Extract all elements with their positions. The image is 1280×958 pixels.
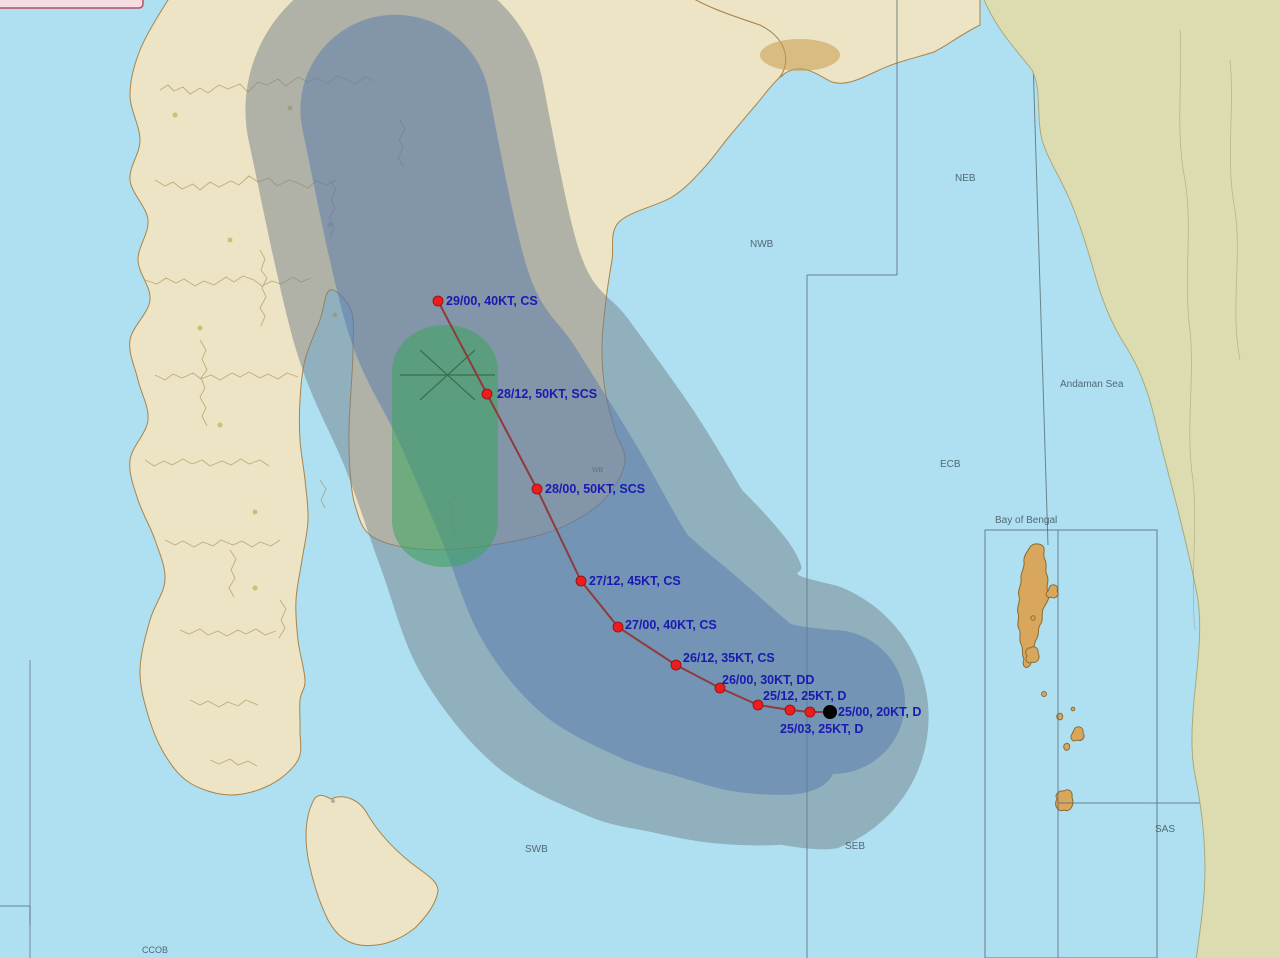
svg-text:ECB: ECB — [940, 459, 961, 470]
svg-text:25/12, 25KT, D: 25/12, 25KT, D — [763, 689, 846, 703]
svg-text:27/12, 45KT, CS: 27/12, 45KT, CS — [589, 574, 681, 588]
svg-text:SWB: SWB — [525, 844, 548, 855]
svg-text:29/00, 40KT, CS: 29/00, 40KT, CS — [446, 294, 538, 308]
svg-text:Andaman Sea: Andaman Sea — [1060, 379, 1124, 390]
svg-text:SEB: SEB — [845, 841, 865, 852]
svg-text:Bay of Bengal: Bay of Bengal — [995, 515, 1057, 526]
svg-text:25/00, 20KT, D: 25/00, 20KT, D — [838, 705, 921, 719]
svg-text:28/00, 50KT, SCS: 28/00, 50KT, SCS — [545, 482, 645, 496]
svg-text:26/12, 35KT, CS: 26/12, 35KT, CS — [683, 651, 775, 665]
svg-text:NWB: NWB — [750, 239, 774, 250]
svg-text:WB: WB — [592, 467, 604, 474]
svg-text:27/00, 40KT, CS: 27/00, 40KT, CS — [625, 618, 717, 632]
svg-text:26/00, 30KT, DD: 26/00, 30KT, DD — [722, 673, 814, 687]
svg-text:SAS: SAS — [1155, 824, 1175, 835]
svg-text:28/12, 50KT, SCS: 28/12, 50KT, SCS — [497, 387, 597, 401]
svg-text:25/03, 25KT, D: 25/03, 25KT, D — [780, 722, 863, 736]
svg-text:CCOB: CCOB — [142, 945, 168, 955]
svg-text:NEB: NEB — [955, 173, 976, 184]
